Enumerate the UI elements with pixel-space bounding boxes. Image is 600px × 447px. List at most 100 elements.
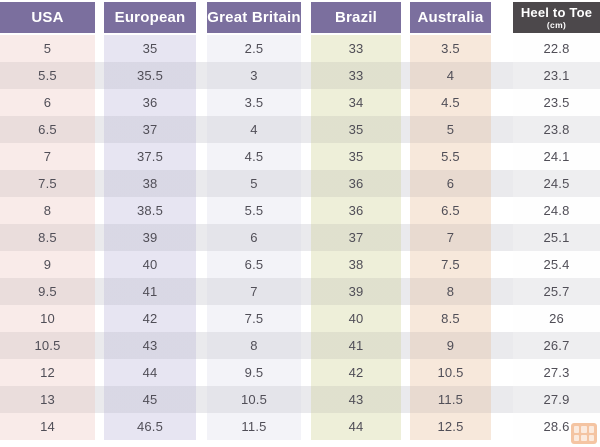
column-gap (95, 116, 104, 143)
column-gap (491, 359, 513, 386)
column-gap (401, 332, 410, 359)
column-gap (95, 89, 104, 116)
column-gap (301, 2, 311, 33)
column-gap (401, 359, 410, 386)
table-cell-australia: 7.5 (410, 251, 491, 278)
table-cell-great_britain: 5.5 (207, 197, 301, 224)
table-cell-usa: 8.5 (0, 224, 95, 251)
table-cell-australia: 11.5 (410, 386, 491, 413)
table-cell-heel_to_toe: 26 (513, 305, 600, 332)
table-cell-great_britain: 6 (207, 224, 301, 251)
table-cell-great_britain: 8 (207, 332, 301, 359)
table-cell-brazil: 42 (311, 359, 401, 386)
column-gap (401, 116, 410, 143)
table-row: 5 35 2.5 33 3.5 22.8 (0, 35, 600, 62)
table-cell-great_britain: 7 (207, 278, 301, 305)
table-cell-great_britain: 5 (207, 170, 301, 197)
table-cell-brazil: 35 (311, 116, 401, 143)
column-gap (301, 143, 311, 170)
column-gap (301, 170, 311, 197)
table-cell-heel_to_toe: 23.1 (513, 62, 600, 89)
table-cell-brazil: 37 (311, 224, 401, 251)
table-cell-brazil: 36 (311, 197, 401, 224)
column-gap (491, 251, 513, 278)
table-cell-australia: 4.5 (410, 89, 491, 116)
column-gap (95, 197, 104, 224)
column-gap (196, 2, 207, 33)
column-header-australia: Australia (410, 2, 491, 33)
table-cell-usa: 10.5 (0, 332, 95, 359)
column-gap (401, 197, 410, 224)
table-cell-european: 46.5 (104, 413, 196, 440)
column-gap (401, 2, 410, 33)
column-gap (401, 89, 410, 116)
table-cell-usa: 7 (0, 143, 95, 170)
table-row: 14 46.5 11.5 44 12.5 28.6 (0, 413, 600, 440)
column-gap (196, 305, 207, 332)
column-gap (196, 359, 207, 386)
watermark-grid-icon (571, 423, 597, 444)
table-cell-australia: 5.5 (410, 143, 491, 170)
table-cell-european: 40 (104, 251, 196, 278)
table-cell-european: 39 (104, 224, 196, 251)
column-gap (401, 413, 410, 440)
table-cell-european: 37 (104, 116, 196, 143)
table-cell-brazil: 41 (311, 332, 401, 359)
table-cell-australia: 4 (410, 62, 491, 89)
table-cell-great_britain: 4.5 (207, 143, 301, 170)
table-cell-heel_to_toe: 27.9 (513, 386, 600, 413)
table-cell-brazil: 34 (311, 89, 401, 116)
column-gap (401, 251, 410, 278)
table-row: 13 45 10.5 43 11.5 27.9 (0, 386, 600, 413)
table-cell-brazil: 44 (311, 413, 401, 440)
column-gap (491, 116, 513, 143)
column-gap (491, 35, 513, 62)
column-gap (196, 89, 207, 116)
table-cell-european: 36 (104, 89, 196, 116)
table-cell-usa: 10 (0, 305, 95, 332)
column-gap (301, 116, 311, 143)
table-cell-heel_to_toe: 25.4 (513, 251, 600, 278)
column-gap (491, 332, 513, 359)
table-cell-european: 44 (104, 359, 196, 386)
table-cell-australia: 9 (410, 332, 491, 359)
column-gap (491, 170, 513, 197)
table-header-row: USA European Great Britain Brazil Austra… (0, 2, 600, 33)
table-cell-australia: 8.5 (410, 305, 491, 332)
column-gap (491, 386, 513, 413)
table-row: 7 37.5 4.5 35 5.5 24.1 (0, 143, 600, 170)
table-cell-heel_to_toe: 24.5 (513, 170, 600, 197)
column-header-unit-label: (cm) (546, 19, 567, 30)
table-cell-heel_to_toe: 22.8 (513, 35, 600, 62)
table-cell-great_britain: 3.5 (207, 89, 301, 116)
table-cell-european: 42 (104, 305, 196, 332)
column-gap (196, 278, 207, 305)
column-gap (95, 413, 104, 440)
column-gap (401, 35, 410, 62)
column-header-label: Great Britain (207, 9, 301, 26)
column-header-label: Brazil (334, 9, 378, 26)
table-cell-great_britain: 2.5 (207, 35, 301, 62)
column-header-usa: USA (0, 2, 95, 33)
table-cell-australia: 3.5 (410, 35, 491, 62)
column-gap (196, 224, 207, 251)
table-cell-heel_to_toe: 24.1 (513, 143, 600, 170)
table-cell-european: 45 (104, 386, 196, 413)
column-gap (301, 386, 311, 413)
column-header-label: Australia (417, 9, 484, 26)
table-row: 7.5 38 5 36 6 24.5 (0, 170, 600, 197)
column-gap (401, 143, 410, 170)
table-row: 5.5 35.5 3 33 4 23.1 (0, 62, 600, 89)
table-cell-heel_to_toe: 27.3 (513, 359, 600, 386)
column-header-label: European (114, 9, 186, 26)
table-cell-brazil: 33 (311, 62, 401, 89)
column-gap (491, 305, 513, 332)
column-gap (301, 413, 311, 440)
column-gap (196, 386, 207, 413)
column-gap (95, 359, 104, 386)
column-gap (196, 143, 207, 170)
column-gap (95, 170, 104, 197)
table-cell-brazil: 43 (311, 386, 401, 413)
column-gap (301, 251, 311, 278)
table-cell-brazil: 38 (311, 251, 401, 278)
